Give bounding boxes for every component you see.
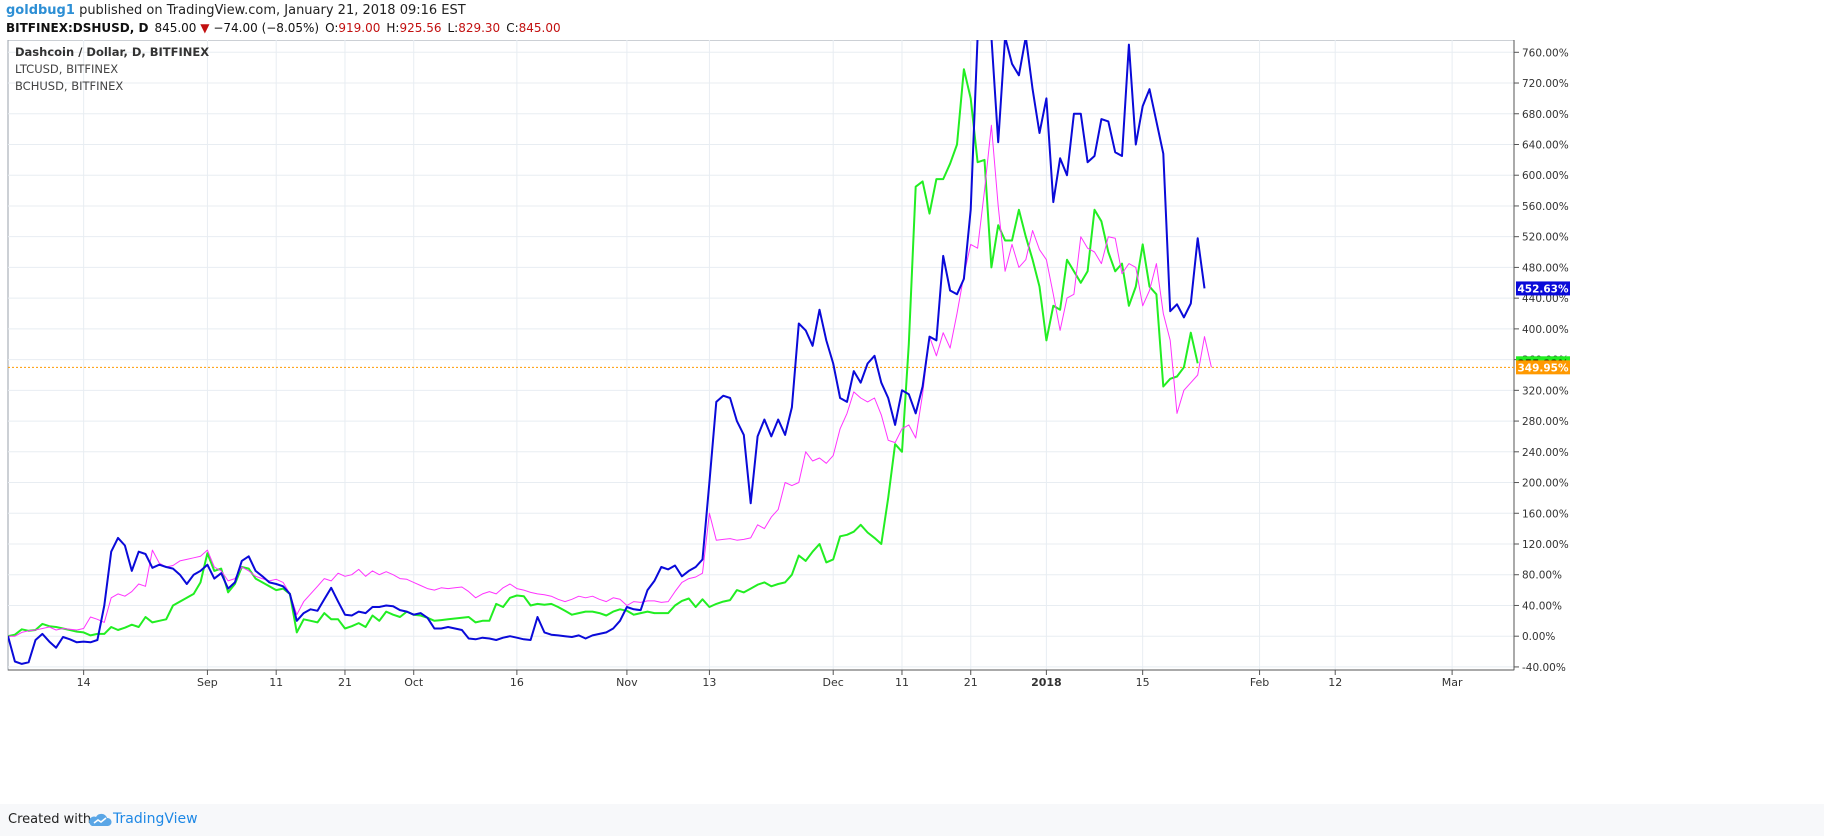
created-with-label: Created with [8, 812, 92, 827]
last-price: 845.00 [154, 21, 197, 35]
y-tick-label: 760.00% [1522, 47, 1569, 59]
x-tick-label: 21 [338, 676, 352, 689]
open-label: O: [325, 21, 339, 35]
x-tick-label: 12 [1328, 676, 1342, 689]
plot-area [7, 40, 1515, 671]
low-value: 829.30 [458, 21, 501, 35]
x-tick-label: 2018 [1031, 676, 1062, 689]
y-tick-label: 680.00% [1522, 109, 1569, 121]
legend-item: BCHUSD, BITFINEX [15, 79, 123, 93]
tradingview-brand-link[interactable]: TradingView [113, 811, 198, 827]
y-tick-label: 80.00% [1522, 570, 1562, 582]
x-tick-label: Sep [197, 676, 218, 689]
y-tick-label: 600.00% [1522, 170, 1569, 182]
y-tick-label: 560.00% [1522, 201, 1569, 213]
y-tick-label: 320.00% [1522, 385, 1569, 397]
tradingview-cloud-icon [89, 813, 112, 826]
x-tick-label: 13 [702, 676, 716, 689]
y-tick-label: 480.00% [1522, 262, 1569, 274]
open-value: 919.00 [338, 21, 381, 35]
x-tick-label: 15 [1136, 676, 1150, 689]
x-tick-label: 14 [77, 676, 91, 689]
ohlc-bar: BITFINEX:DSHUSD, D 845.00 ▼ −74.00 (−8.05… [6, 21, 561, 35]
y-tick-label: 400.00% [1522, 324, 1569, 336]
x-tick-label: Feb [1250, 676, 1269, 689]
y-tick-label: 280.00% [1522, 416, 1569, 428]
y-tick-label: 720.00% [1522, 78, 1569, 90]
high-label: H: [386, 21, 400, 35]
publish-info: goldbug1 published on TradingView.com, J… [6, 3, 466, 18]
series-line-0 [8, 40, 1206, 665]
legend-item: LTCUSD, BITFINEX [15, 62, 118, 76]
last-value-badge-label: 452.63% [1517, 283, 1569, 295]
legend-item: Dashcoin / Dollar, D, BITFINEX [15, 45, 209, 59]
close-label: C: [506, 21, 519, 35]
series-group [8, 40, 1212, 665]
close-value: 845.00 [518, 21, 561, 35]
y-tick-label: 440.00% [1522, 293, 1569, 305]
low-label: L: [447, 21, 459, 35]
high-value: 925.56 [399, 21, 442, 35]
symbol-label: BITFINEX:DSHUSD, D [6, 21, 149, 35]
author-link[interactable]: goldbug1 [6, 3, 75, 18]
x-tick-label: 11 [269, 676, 283, 689]
series-line-1 [8, 124, 1212, 637]
x-tick-label: Mar [1442, 676, 1463, 689]
comparison-chart[interactable]: -40.00% 0.00% 40.00% 80.00% 120.00% 160.00% 20… [0, 40, 1824, 804]
x-tick-label: Dec [823, 676, 844, 689]
price-change: −74.00 (−8.05%) [213, 21, 320, 35]
down-arrow-icon: ▼ [200, 21, 210, 35]
y-tick-label: 520.00% [1522, 232, 1569, 244]
y-tick-label: 640.00% [1522, 139, 1569, 151]
y-tick-label: -40.00% [1522, 662, 1566, 674]
x-tick-label: 11 [895, 676, 909, 689]
last-value-badge [1516, 360, 1570, 375]
publish-text: published on TradingView.com, January 21… [79, 3, 466, 18]
x-tick-label: 21 [964, 676, 978, 689]
y-tick-label: 120.00% [1522, 539, 1569, 551]
x-tick-label: Oct [404, 676, 424, 689]
footer: Created with TradingView [0, 804, 1824, 836]
y-tick-label: 40.00% [1522, 600, 1562, 612]
y-tick-label: 240.00% [1522, 447, 1569, 459]
x-tick-label: 16 [510, 676, 524, 689]
y-tick-label: 160.00% [1522, 508, 1569, 520]
last-value-badge [1516, 281, 1570, 296]
last-value-badge-label: 349.95% [1517, 362, 1569, 374]
y-tick-label: 0.00% [1522, 631, 1555, 643]
y-tick-label: 200.00% [1522, 478, 1569, 490]
x-tick-label: Nov [616, 676, 638, 689]
series-line-2 [8, 68, 1199, 638]
